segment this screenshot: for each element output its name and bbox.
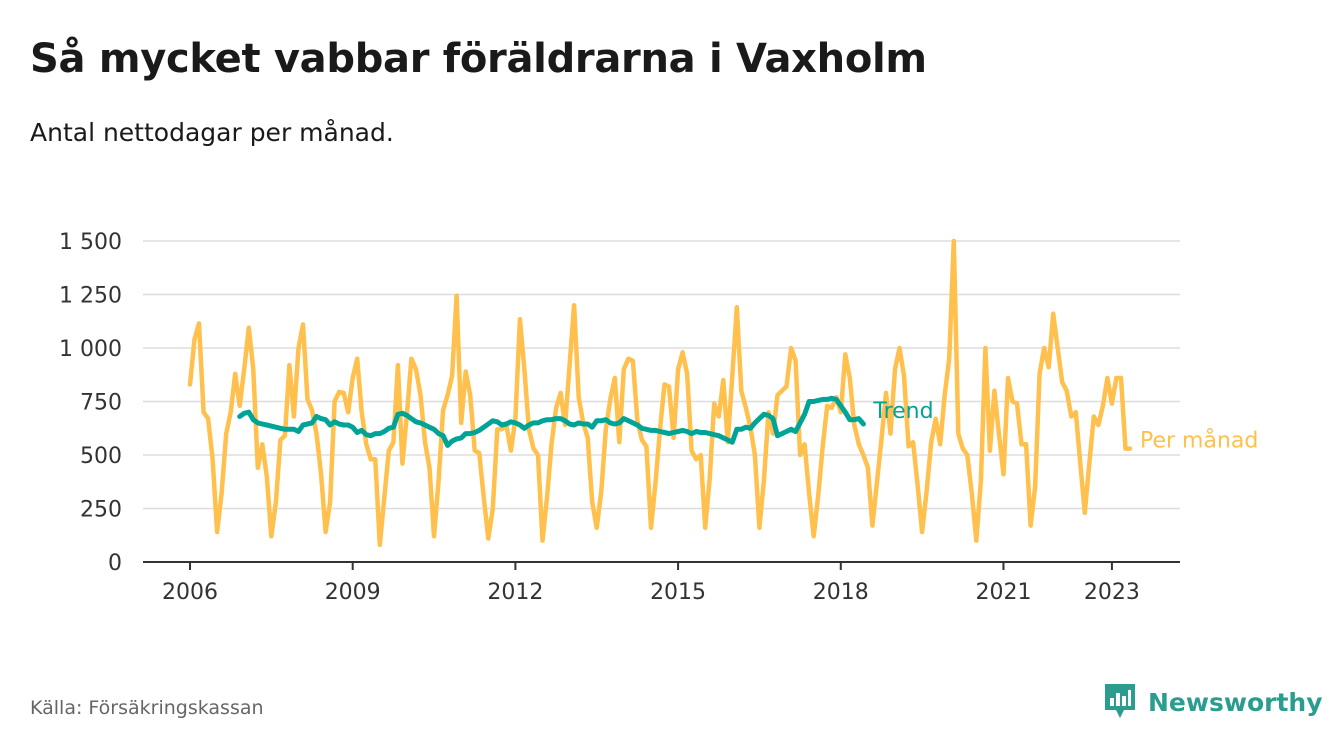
- series-labels: Per månad Trend: [872, 399, 1258, 454]
- x-tick-label: 2023: [1084, 580, 1140, 605]
- y-tick-label: 1 000: [59, 337, 122, 362]
- series-label-per_month: Per månad: [1140, 428, 1258, 454]
- y-tick-label: 250: [80, 498, 122, 523]
- x-tick-label: 2006: [162, 580, 218, 605]
- series-line-trend: [237, 395, 866, 448]
- x-tick-label: 2015: [650, 580, 706, 605]
- y-tick-label: 1 500: [59, 230, 122, 255]
- y-tick-label: 0: [108, 551, 122, 576]
- newsworthy-logo-icon: [1105, 684, 1135, 718]
- brand-name: Newsworthy: [1148, 687, 1323, 717]
- y-tick-label: 1 250: [59, 284, 122, 309]
- chart-title: Så mycket vabbar föräldrarna i Vaxholm: [30, 36, 927, 82]
- brand-logo[interactable]: Newsworthy: [1102, 682, 1323, 722]
- x-tick-label: 2012: [487, 580, 543, 605]
- source-note: Källa: Försäkringskassan: [30, 697, 264, 719]
- series-label-trend: Trend: [872, 399, 933, 424]
- y-axis-ticks: 0 250 500 750 1 000 1 250 1 500: [59, 230, 122, 576]
- y-tick-label: 750: [80, 391, 122, 416]
- series-line-per_month: [187, 238, 1133, 548]
- x-axis-ticks: 2006 2009 2012 2015 2018 2021 2023: [162, 562, 1140, 605]
- chart-subtitle: Antal nettodagar per månad.: [30, 118, 394, 147]
- series-lines: [187, 238, 1133, 548]
- x-tick-label: 2018: [813, 580, 869, 605]
- x-tick-label: 2021: [975, 580, 1031, 605]
- x-tick-label: 2009: [325, 580, 381, 605]
- y-tick-label: 500: [80, 444, 122, 469]
